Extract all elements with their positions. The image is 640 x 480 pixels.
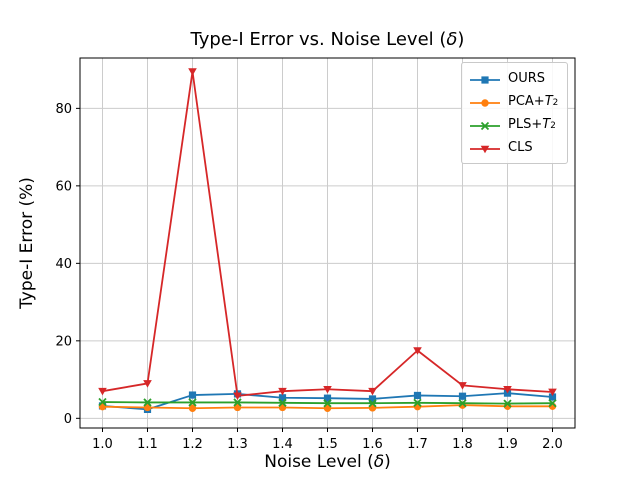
data-point-cls (323, 385, 332, 394)
legend-marker-triangle-down-icon (469, 141, 501, 155)
data-point-cls (233, 392, 242, 401)
y-tick-label: 0 (64, 412, 72, 427)
data-point-pls-t-2 (323, 399, 332, 408)
data-point-pls-t-2 (458, 399, 467, 408)
data-point-ours (323, 394, 332, 402)
data-point-cls (413, 347, 422, 355)
data-point-pca-t-2 (233, 403, 242, 412)
x-tick-label: 1.0 (92, 437, 113, 452)
legend-marker (480, 145, 490, 153)
data-point-pls-t-2 (143, 398, 152, 407)
x-tick-label: 1.3 (227, 437, 248, 452)
y-tick-label: 80 (55, 102, 72, 117)
legend-marker-circle-icon (469, 95, 501, 109)
data-point-pls-t-2 (413, 398, 422, 407)
data-point-ours (368, 395, 377, 403)
legend-item-pca-t-2: PCA+T2 (469, 90, 558, 113)
series-pls-t-2 (98, 397, 557, 408)
data-point-pls-t-2 (368, 399, 377, 408)
legend-handle-svg (470, 98, 500, 107)
data-point-cls (188, 68, 197, 76)
data-point-cls (368, 387, 377, 396)
data-point-pls-t-2 (548, 399, 557, 408)
data-point-ours (458, 392, 467, 400)
data-point-ours (548, 393, 557, 401)
x-tick-label: 2.0 (542, 437, 563, 452)
legend-marker-square-icon (469, 72, 501, 86)
chart-title: Type-I Error vs. Noise Level (δ) (190, 29, 465, 50)
legend-label-cls: CLS (508, 140, 533, 155)
legend-item-pls-t-2: PLS+T2 (469, 113, 558, 136)
data-point-cls (143, 380, 152, 388)
legend: OURS PCA+T2 PLS+T2 CLS (461, 62, 569, 164)
data-point-pls-t-2 (233, 398, 242, 407)
x-tick-label: 1.1 (137, 437, 158, 452)
y-tick-label: 60 (55, 179, 72, 194)
series-cls (98, 68, 557, 401)
x-tick-label: 1.2 (182, 437, 203, 452)
data-point-pls-t-2 (278, 398, 287, 407)
legend-label-ours: OURS (508, 71, 546, 86)
data-point-pls-t-2 (98, 397, 107, 407)
y-tick-label: 40 (55, 257, 72, 272)
legend-marker-x-icon (469, 118, 501, 132)
x-tick-label: 1.6 (362, 437, 383, 452)
data-point-cls (98, 387, 107, 396)
data-point-pca-t-2 (143, 403, 152, 412)
x-tick-label: 1.9 (497, 437, 518, 452)
y-tick-label: 20 (55, 334, 72, 349)
legend-item-ours: OURS (469, 67, 558, 90)
legend-label-pls-t-2: PLS+T2 (508, 117, 556, 132)
y-axis-label-text: Type-I Error (%) (17, 177, 37, 309)
data-point-ours (413, 391, 422, 400)
data-point-cls (503, 385, 512, 394)
legend-handle-svg (470, 75, 500, 84)
x-axis-label: Noise Level (δ) (264, 452, 391, 472)
data-point-cls (278, 387, 287, 396)
x-tick-label: 1.4 (272, 437, 293, 452)
legend-marker (481, 75, 489, 84)
data-point-pls-t-2 (188, 398, 197, 407)
legend-handle-svg (470, 145, 500, 153)
data-point-pca-t-2 (323, 404, 332, 412)
data-point-pls-t-2 (503, 399, 512, 408)
legend-label-pca-t-2: PCA+T2 (508, 94, 559, 109)
legend-marker (480, 121, 490, 130)
x-tick-label: 1.5 (317, 437, 338, 452)
legend-item-cls: CLS (469, 136, 558, 159)
data-point-ours (278, 394, 287, 402)
legend-marker (481, 98, 489, 107)
data-point-pca-t-2 (188, 404, 197, 412)
x-tick-label: 1.8 (452, 437, 473, 452)
data-point-ours (188, 391, 197, 399)
x-tick-label: 1.7 (407, 437, 428, 452)
data-point-cls (548, 388, 557, 397)
data-point-pca-t-2 (413, 402, 422, 411)
data-point-cls (458, 382, 467, 390)
legend-handle-svg (470, 121, 500, 130)
